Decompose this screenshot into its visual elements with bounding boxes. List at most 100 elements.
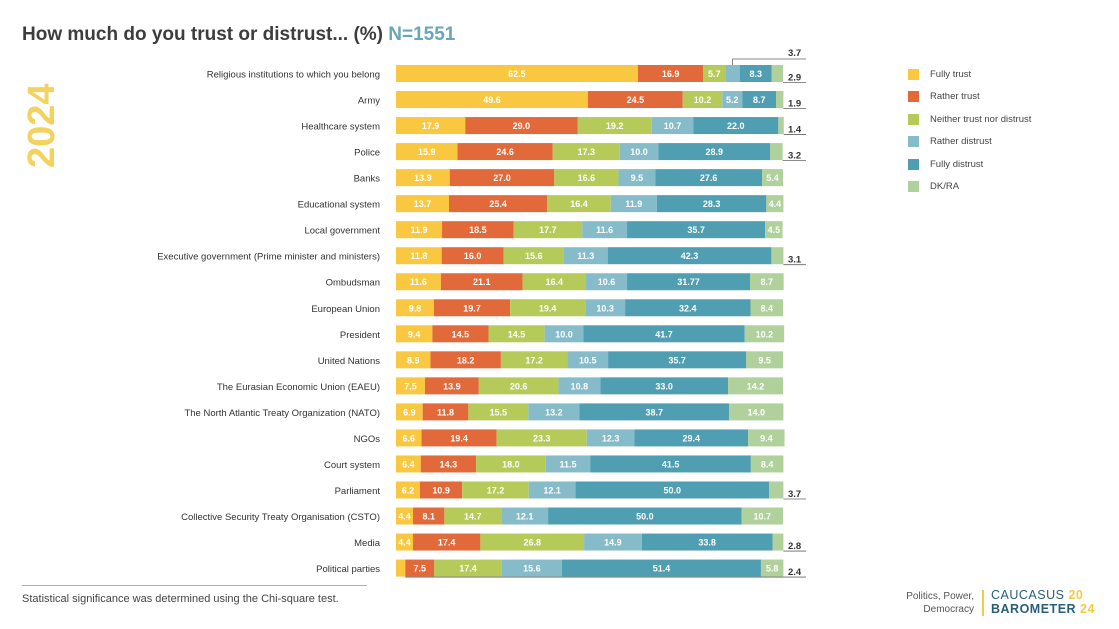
bar-segment-dk-ra — [744, 325, 785, 343]
bar-segment-rather-trust — [425, 377, 479, 395]
bar-segment-fully-distrust — [627, 273, 750, 291]
data-label: 4.4 — [398, 538, 411, 548]
data-label: 10.8 — [571, 381, 589, 391]
data-label: 28.3 — [703, 199, 721, 209]
bar-segment-dk-ra — [765, 221, 783, 239]
outside-label: 3.7 — [732, 48, 806, 65]
bar-segment-fully-trust — [396, 91, 588, 109]
chart-title: How much do you trust or distrust... (%)… — [22, 24, 455, 46]
data-label: 11.9 — [411, 225, 428, 235]
legend-label: Fully distrust — [930, 158, 984, 170]
bar-segment-fully-distrust — [562, 559, 761, 577]
legend-swatch — [908, 68, 919, 80]
category-label: Political parties — [316, 564, 380, 575]
bar-segment-rather-trust — [413, 507, 445, 525]
brand-divider — [982, 590, 984, 616]
bar-row-united-nations: United Nations 8.9 18.2 17.2 10.5 35.7 9.5 — [318, 351, 783, 369]
bar-segment-rather-trust — [440, 273, 523, 291]
data-label: 4.5 — [768, 225, 781, 235]
category-label: The North Atlantic Treaty Organization (… — [184, 408, 380, 419]
bar-segment-rather-distrust — [558, 377, 601, 395]
data-label: 49.6 — [483, 95, 501, 105]
data-label: 15.6 — [525, 251, 543, 261]
category-label: Police — [354, 148, 380, 159]
category-label: Army — [358, 96, 380, 107]
bar-segment-fully-trust — [396, 195, 450, 213]
bar-row-media: Media 4.4 17.4 26.8 14.9 33.8 — [354, 533, 784, 551]
bar-segment-rather-distrust — [584, 533, 642, 551]
bar-segment-rather-trust — [465, 117, 578, 135]
data-label: 16.9 — [662, 69, 680, 79]
legend-label: Rather trust — [930, 91, 980, 103]
data-label: 15.5 — [490, 407, 508, 417]
data-label: 38.7 — [646, 407, 664, 417]
bar-row-army: Army 49.6 24.5 10.2 5.2 8.7 — [358, 91, 784, 109]
data-label: 50.0 — [664, 485, 682, 495]
category-label: Ombudsman — [326, 278, 380, 289]
legend-swatch — [908, 181, 919, 193]
outside-label: 2.8 — [783, 541, 806, 552]
legend-item-fully-trust: Fully trust — [908, 63, 1031, 86]
bar-segment-fully-distrust — [658, 143, 771, 161]
bar-segment-fully-trust — [396, 65, 638, 82]
data-label: 8.7 — [761, 277, 774, 287]
bar-row-the-eurasian-economic-union-eaeu: The Eurasian Economic Union (EAEU) 7.5 13.… — [217, 377, 783, 395]
data-label: 10.7 — [664, 121, 682, 131]
bar-row-ngos: NGOs 6.6 19.4 23.3 12.3 29.4 9.4 — [354, 429, 785, 447]
brand-line-2: BAROMETER — [991, 602, 1077, 616]
bar-segment-neither-trust-nor-distrust — [554, 169, 619, 187]
bar-segment-neither-trust-nor-distrust — [503, 247, 564, 265]
bar-segment-fully-distrust — [583, 325, 745, 343]
bar-segment-neither-trust-nor-distrust — [513, 221, 583, 239]
data-label: 5.2 — [726, 95, 739, 105]
bar-segment-neither-trust-nor-distrust — [703, 65, 726, 82]
bar-segment-fully-trust — [396, 169, 450, 187]
bar-segment-fully-trust — [396, 143, 458, 161]
bar-row-court-system: Court system 6.4 14.3 18.0 11.5 41.5 8.4 — [324, 455, 784, 473]
bar-segment-rather-distrust — [619, 143, 659, 161]
bar-row-the-north-atlantic-treaty-organization-nato: The North Atlantic Treaty Organization (… — [184, 403, 784, 421]
data-label: 28.9 — [706, 147, 724, 157]
legend-label: Fully trust — [930, 68, 972, 80]
data-label: 19.4 — [539, 303, 557, 313]
category-label: Media — [354, 538, 381, 549]
legend-item-dk-ra: DK/RA — [908, 176, 1031, 199]
bar-segment-fully-trust — [396, 533, 414, 551]
bar-segment-rather-distrust — [528, 403, 580, 421]
data-label: 17.3 — [577, 147, 595, 157]
bar-segment-rather-trust — [587, 91, 683, 109]
data-label: 13.7 — [414, 199, 432, 209]
category-label: Parliament — [335, 486, 381, 497]
bar-segment-rather-trust — [420, 455, 477, 473]
data-label: 31.77 — [677, 277, 700, 287]
data-label: 14.5 — [508, 329, 526, 339]
bar-segment-rather-trust — [405, 559, 435, 577]
bar-segment-neither-trust-nor-distrust — [682, 91, 723, 109]
outside-label: 3.1 — [783, 255, 806, 266]
data-label: 5.4 — [766, 173, 779, 183]
data-label: 17.2 — [487, 485, 505, 495]
bar-segment-rather-distrust — [528, 481, 576, 499]
data-label: 3.7 — [788, 489, 801, 500]
data-label: 10.6 — [598, 277, 616, 287]
bar-segment-rather-distrust — [610, 195, 657, 213]
legend-label: Rather distrust — [930, 136, 992, 148]
category-label: Collective Security Treaty Organisation … — [181, 512, 380, 523]
tagline-line-2: Democracy — [923, 604, 974, 615]
bar-segment-fully-trust — [396, 403, 423, 421]
bar-segment-dk-ra — [766, 195, 784, 213]
bar-row-healthcare-system: Healthcare system 17.9 29.0 19.2 10.7 22.0 — [301, 117, 784, 135]
data-label: 35.7 — [687, 225, 705, 235]
bar-segment-dk-ra — [750, 299, 783, 317]
data-label: 11.8 — [410, 251, 427, 261]
data-label: 8.9 — [407, 355, 420, 365]
bar-segment-dk-ra — [778, 117, 784, 135]
bar-segment-rather-trust — [422, 403, 469, 421]
outside-label: 1.4 — [783, 125, 806, 136]
legend-label: DK/RA — [930, 181, 960, 193]
data-label: 17.2 — [525, 355, 543, 365]
bar-segment-rather-trust — [430, 351, 501, 369]
data-label: 9.5 — [758, 355, 771, 365]
bar-segment-dk-ra — [762, 169, 783, 187]
bar-segment-dk-ra — [728, 377, 783, 395]
